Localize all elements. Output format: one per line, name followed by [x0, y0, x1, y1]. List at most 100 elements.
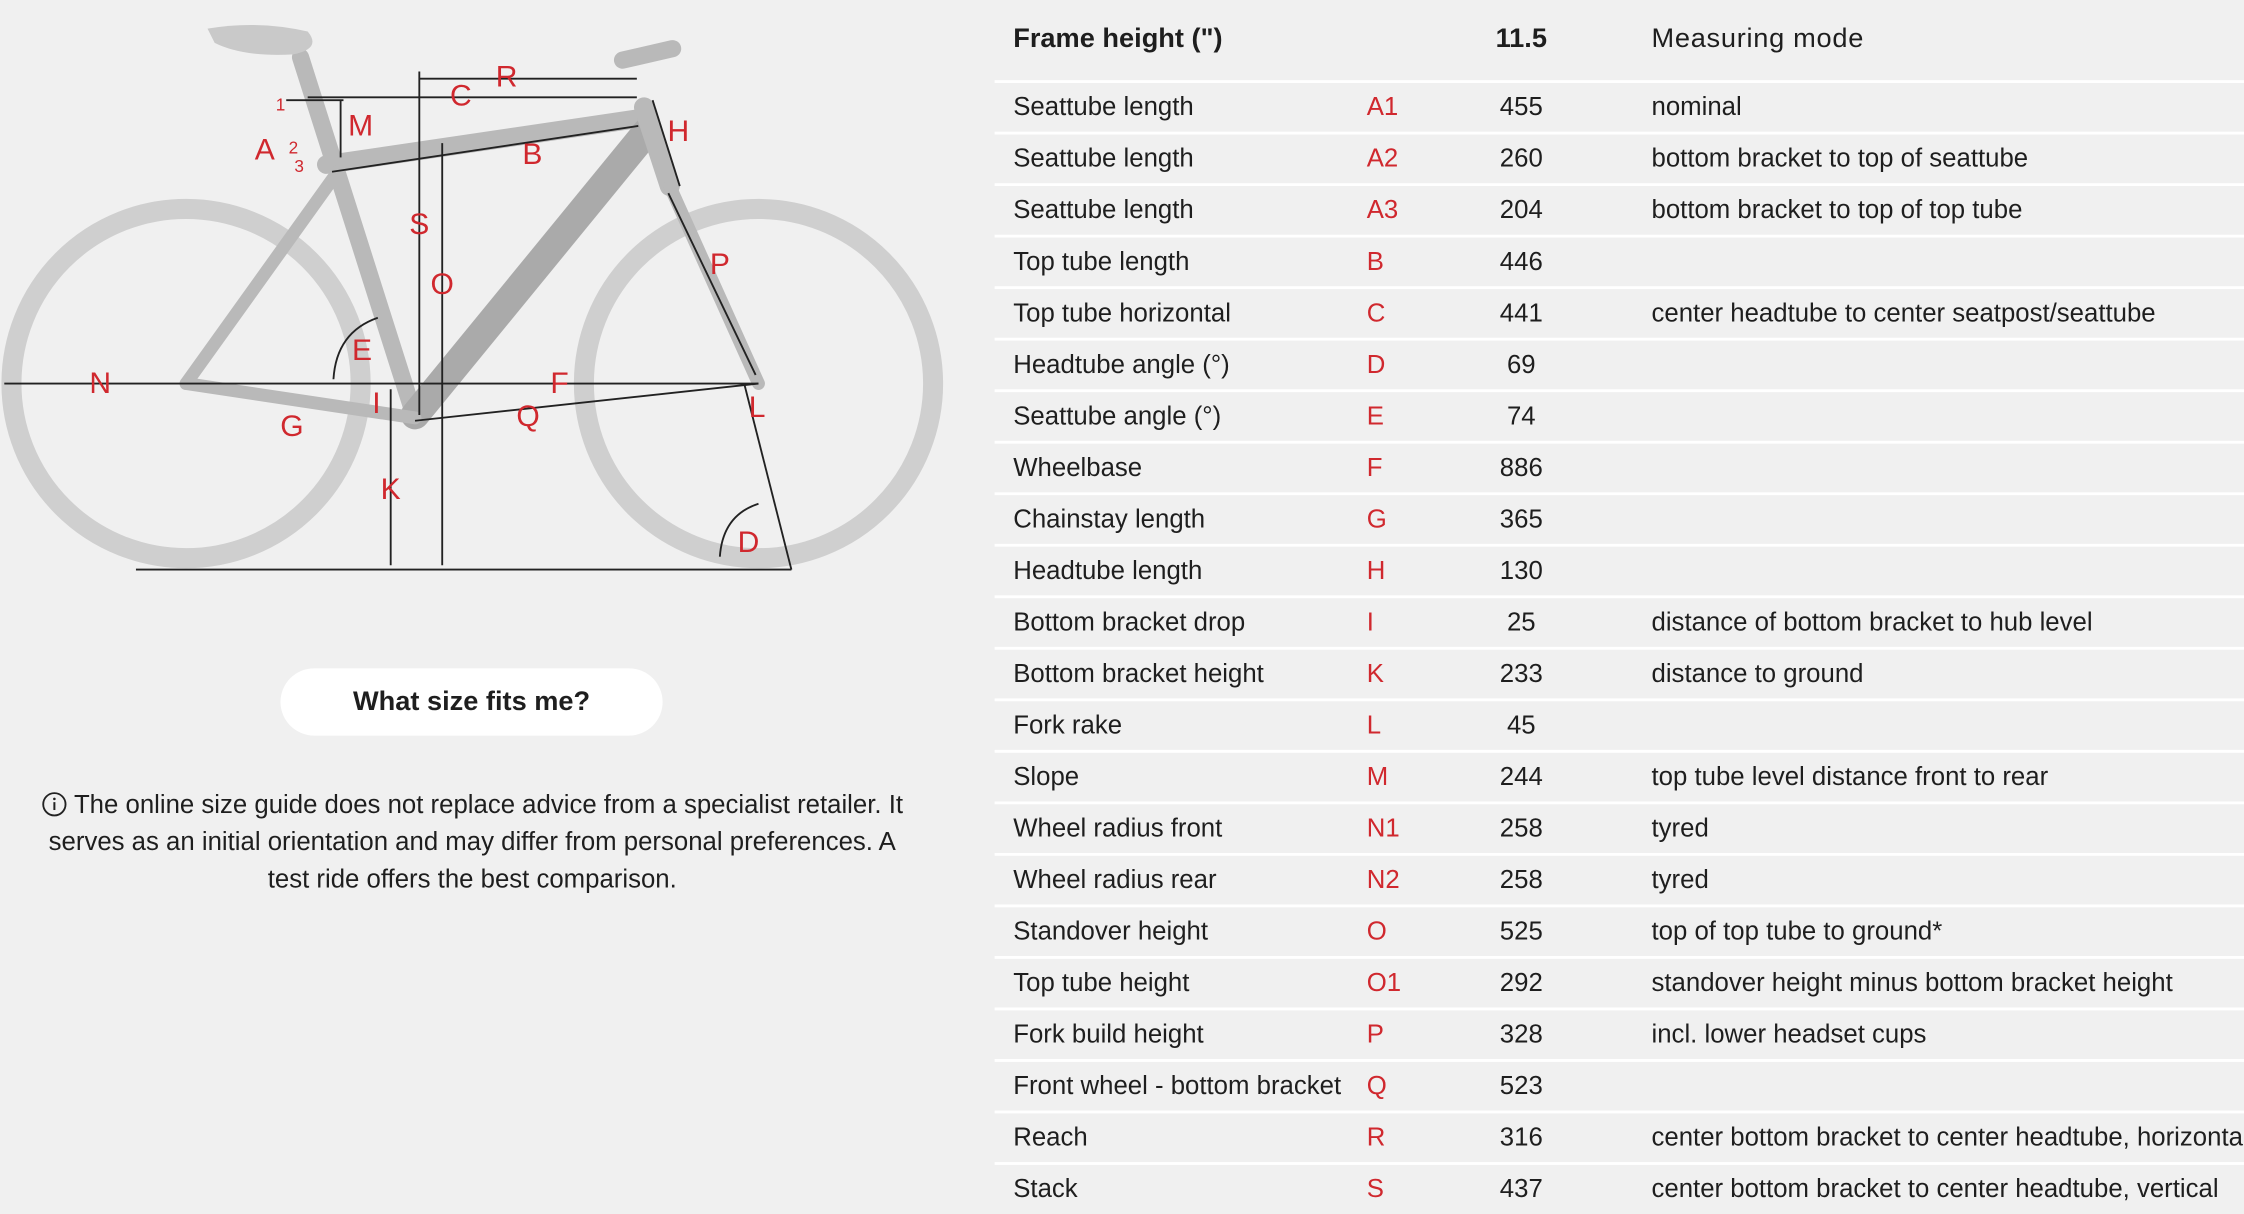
table-row: Fork rake L 45 — [994, 698, 2244, 750]
cell-name: Stack — [1013, 1174, 1078, 1203]
cell-name: Wheelbase — [1013, 452, 1143, 482]
geometry-table: Frame height (") 11.5 Measuring mode Sea… — [994, 0, 2244, 1214]
cell-mode: tyred — [1651, 813, 1709, 843]
cell-code: P — [1366, 1019, 1384, 1049]
table-row: Slope M 244 top tube level distance front t… — [994, 749, 2244, 802]
cell-name: Top tube horizontal — [1013, 298, 1231, 328]
table-row: Bottom bracket drop I 25 distance of bottom… — [994, 595, 2244, 647]
cell-mode: top tube level distance front to rear — [1651, 762, 2049, 791]
dimension-label: S — [409, 208, 429, 241]
cell-name: Top tube height — [1013, 968, 1190, 997]
cell-mode: top of top tube to ground* — [1651, 916, 1943, 946]
notice: The online size guide does not replace a… — [26, 786, 919, 898]
cell-code: B — [1366, 246, 1384, 276]
dimension-label: 1 — [276, 94, 286, 114]
dimension-label: F — [550, 367, 568, 400]
dimension-label: K — [381, 473, 401, 506]
table-row: Seattube length A2 260 bottom bracket to to… — [994, 131, 2244, 184]
dimension-label: P — [710, 248, 730, 281]
table-row: Reach R 316 center bottom bracket to center… — [994, 1110, 2244, 1163]
cell-code: M — [1366, 762, 1389, 791]
cell-code: A2 — [1366, 143, 1399, 173]
table-row: Wheelbase F 886 — [994, 440, 2244, 493]
info-icon — [42, 792, 67, 817]
table-row: Front wheel - bottom bracket Q 523 — [994, 1059, 2244, 1111]
cell-mode: bottom bracket to top of seattube — [1651, 143, 2029, 173]
table-row: Wheel radius rear N2 258 tyred — [994, 852, 2244, 905]
dimension-label: 2 — [289, 137, 299, 157]
cell-name: Bottom bracket drop — [1013, 607, 1246, 637]
cell-name: Headtube length — [1013, 555, 1203, 585]
cell-code: N2 — [1366, 865, 1400, 894]
cell-code: E — [1366, 401, 1384, 431]
cell-code: N1 — [1366, 813, 1400, 843]
cell-name: Chainstay length — [1013, 504, 1206, 534]
dimension-label: C — [450, 79, 472, 112]
cell-code: O1 — [1366, 968, 1402, 997]
table-row: Headtube angle (°) D 69 — [994, 337, 2244, 390]
cell-code: A1 — [1366, 92, 1399, 121]
cell-name: Bottom bracket height — [1013, 659, 1264, 688]
cell-code: C — [1366, 298, 1386, 328]
table-row: Fork build height P 328 incl. lower headset… — [994, 1007, 2244, 1060]
cell-mode: center headtube to center seatpost/seatt… — [1651, 298, 2156, 328]
dimension-label: E — [352, 334, 372, 367]
table-row: Wheel radius front N1 258 tyred — [994, 801, 2244, 853]
dimension-label: N — [89, 367, 111, 400]
cell-mode: distance to ground — [1651, 659, 1864, 688]
cell-code: H — [1366, 555, 1386, 585]
cell-name: Headtube angle (°) — [1013, 349, 1230, 379]
cell-mode: standover height minus bottom bracket he… — [1651, 968, 2173, 997]
dimension-label: 3 — [294, 156, 304, 176]
cell-mode: center bottom bracket to center headtube… — [1651, 1174, 2219, 1203]
header-mode: Measuring mode — [1651, 24, 1865, 55]
cell-code: I — [1366, 607, 1374, 637]
cell-name: Wheel radius front — [1013, 813, 1223, 843]
size-button[interactable]: What size fits me? — [280, 668, 663, 736]
dimension-label: Q — [516, 400, 539, 433]
cell-mode: nominal — [1651, 92, 1742, 121]
cell-name: Fork build height — [1013, 1019, 1204, 1049]
cell-code: A3 — [1366, 195, 1399, 224]
dimension-label: I — [372, 387, 380, 420]
cell-name: Slope — [1013, 762, 1080, 791]
table-row: Stack S 437 center bottom bracket to center… — [994, 1162, 2244, 1214]
cell-code: K — [1366, 659, 1384, 688]
cell-mode: tyred — [1651, 865, 1709, 894]
dimension-label: G — [280, 410, 303, 443]
cell-code: G — [1366, 504, 1387, 534]
dimension-label: A — [255, 134, 275, 167]
cell-mode: center bottom bracket to center headtube… — [1651, 1122, 2244, 1152]
cell-code: S — [1366, 1174, 1384, 1203]
dimension-label: D — [738, 526, 760, 559]
table-row: Chainstay length G 365 — [994, 492, 2244, 544]
cell-mode: distance of bottom bracket to hub level — [1651, 607, 2093, 637]
table-row: Top tube length B 446 — [994, 234, 2244, 287]
dimension-label: O — [431, 268, 454, 301]
cell-name: Wheel radius rear — [1013, 865, 1217, 894]
table-header: Frame height (") 11.5 Measuring mode — [1013, 24, 1865, 55]
table-row: Standover height O 525 top of top tube to g… — [994, 904, 2244, 956]
table-row: Headtube length H 130 — [994, 543, 2244, 596]
cell-code: Q — [1366, 1071, 1387, 1100]
header-name: Frame height (") — [1013, 24, 1223, 55]
dimension-label: H — [667, 115, 689, 148]
dimension-label: R — [496, 61, 518, 94]
table-row: Top tube horizontal C 441 center headtube t… — [994, 286, 2244, 338]
cell-name: Seattube length — [1013, 92, 1194, 121]
dimension-label: L — [749, 391, 766, 424]
cell-mode: bottom bracket to top of top tube — [1651, 195, 2023, 224]
cell-code: O — [1366, 916, 1387, 946]
cell-name: Top tube length — [1013, 246, 1190, 276]
bike-diagram: RC H M A1 23 B SO P E N F I L G Q K D — [1, 24, 944, 571]
cell-code: D — [1366, 349, 1386, 379]
table-row: Seattube angle (°) E 74 — [994, 389, 2244, 441]
dimension-label: M — [348, 109, 373, 142]
table-row: Seattube length A1 455 nominal — [994, 80, 2244, 132]
cell-mode: incl. lower headset cups — [1651, 1019, 1927, 1049]
cell-code: R — [1366, 1122, 1386, 1152]
cell-name: Fork rake — [1013, 710, 1123, 740]
table-row: Bottom bracket height K 233 distance to gro… — [994, 646, 2244, 699]
notice-text: The online size guide does not replace a… — [48, 789, 904, 894]
